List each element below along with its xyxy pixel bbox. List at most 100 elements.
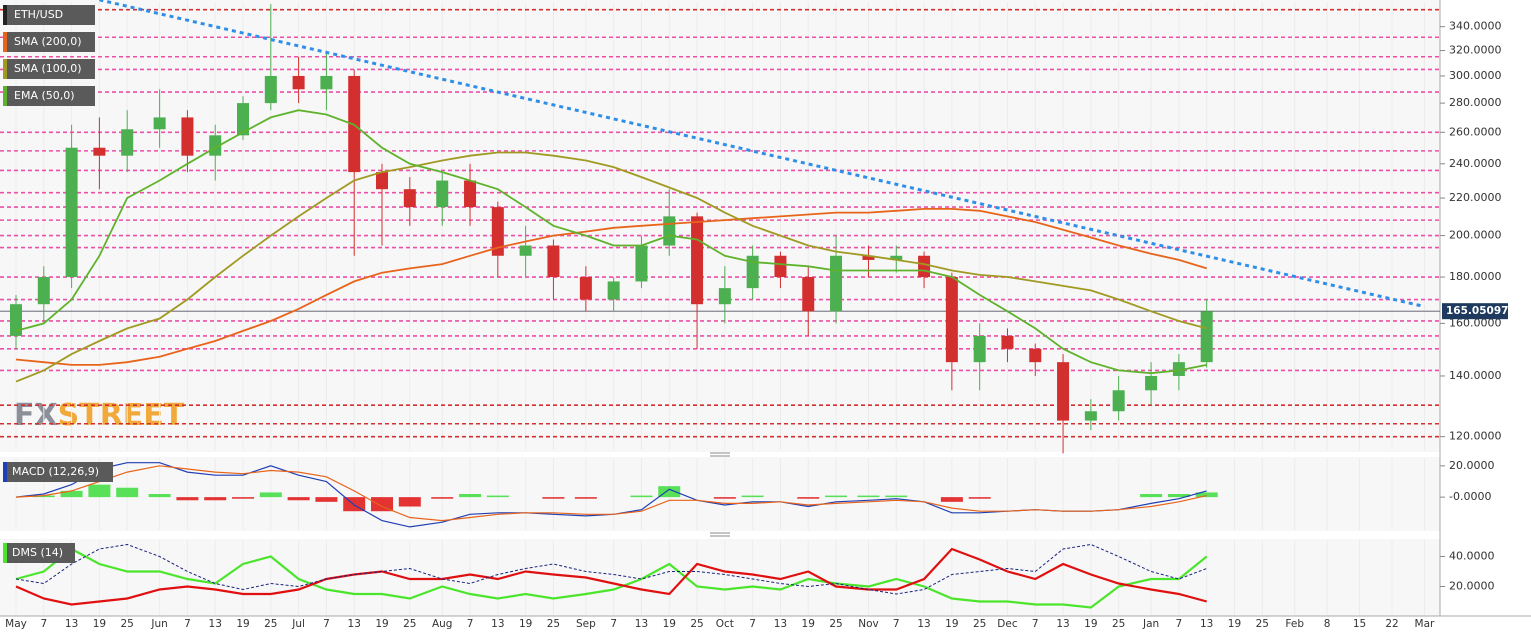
x-tick-label: 25 [1256, 618, 1269, 630]
x-tick-label: 13 [1200, 618, 1213, 630]
candle-body [830, 255, 843, 312]
histogram-bar [713, 497, 736, 499]
x-tick-label: 13 [635, 618, 648, 630]
watermark-fx: FX [14, 398, 58, 433]
legend-label: EMA (50,0) [14, 89, 75, 102]
watermark: FXSTREET [14, 398, 185, 433]
y-tick-label: -0.0000 [1449, 490, 1491, 503]
histogram-bar [60, 490, 83, 498]
x-tick-label: Oct [716, 618, 734, 630]
candle-body [153, 117, 166, 130]
x-tick-label: 8 [1324, 618, 1331, 630]
candle-body [718, 288, 731, 305]
histogram-bar [797, 497, 820, 499]
candle-body [519, 245, 532, 256]
x-tick-label: 25 [121, 618, 134, 630]
histogram-bar [176, 497, 199, 501]
histogram-bar [315, 497, 338, 502]
candle-body [746, 255, 759, 289]
dms-line [15, 547, 1207, 606]
panel-handle [710, 532, 730, 537]
y-tick-label: 120.0000 [1449, 430, 1502, 443]
candle-body [635, 245, 648, 282]
dms-panel [0, 539, 1440, 616]
x-tick-label: 13 [209, 618, 222, 630]
histogram-bar [88, 484, 111, 498]
y-tick-label: 300.0000 [1449, 69, 1502, 82]
histogram-bar [287, 497, 310, 501]
candle-body [890, 255, 903, 260]
x-tick-label: 13 [491, 618, 504, 630]
x-tick-label: 13 [917, 618, 930, 630]
legend-swatch [3, 86, 7, 106]
x-tick-label: 7 [893, 618, 900, 630]
macd-panel [0, 457, 1440, 531]
x-tick-label: Jan [1142, 618, 1159, 630]
x-tick-label: 7 [467, 618, 474, 630]
histogram-bar [885, 495, 908, 498]
x-tick-label: May [5, 618, 27, 630]
histogram-bar [1140, 494, 1163, 498]
legend-box [3, 59, 95, 79]
candle-body [1029, 348, 1042, 363]
x-tick-label: 19 [93, 618, 106, 630]
histogram-bar [630, 495, 653, 498]
candle-body [918, 255, 931, 278]
x-tick-label: 25 [1112, 618, 1125, 630]
x-tick-label: Jun [150, 618, 167, 630]
candle-body [802, 277, 815, 312]
x-tick-label: 7 [1176, 618, 1183, 630]
x-tick-label: 25 [973, 618, 986, 630]
candle-body [1112, 390, 1125, 412]
x-tick-label: 25 [403, 618, 416, 630]
x-tick-label: 7 [1032, 618, 1039, 630]
x-tick-label: 15 [1353, 618, 1366, 630]
histogram-bar [857, 495, 880, 498]
candle-body [292, 75, 305, 90]
legend-box [3, 543, 75, 563]
candle-body [1145, 375, 1158, 391]
watermark-street: STREET [58, 398, 185, 433]
candle-body [10, 304, 22, 336]
legend-swatch [3, 5, 7, 25]
dms-line [15, 547, 1208, 609]
candle-body [376, 172, 389, 190]
ma-line [15, 109, 1207, 375]
candle-body [181, 117, 194, 156]
y-tick-label: 20.0000 [1449, 459, 1495, 472]
candle-body [209, 135, 222, 156]
last-price-box [1442, 303, 1508, 320]
x-tick-label: 7 [749, 618, 756, 630]
legend-swatch [3, 462, 7, 482]
x-tick-label: Mar [1415, 618, 1435, 630]
legend-box [3, 462, 113, 482]
legend-swatch [3, 59, 7, 79]
trend-line [99, 0, 1425, 309]
ma-line [15, 151, 1207, 383]
legend-box [3, 86, 95, 106]
histogram-bar [542, 497, 565, 499]
histogram-bar [371, 497, 394, 512]
histogram-bar [459, 494, 482, 498]
histogram-bar [116, 487, 139, 498]
macd-line [15, 465, 1207, 522]
y-tick-label: 340.0000 [1449, 20, 1502, 33]
x-tick-label: 7 [610, 618, 617, 630]
candle-body [1001, 335, 1014, 349]
x-tick-label: 19 [1084, 618, 1097, 630]
candle-body [37, 277, 50, 305]
x-tick-label: 19 [802, 618, 815, 630]
x-tick-label: 7 [323, 618, 330, 630]
x-tick-label: 25 [829, 618, 842, 630]
x-tick-label: 19 [236, 618, 249, 630]
legend-label: SMA (200,0) [14, 35, 82, 48]
legend-label: SMA (100,0) [14, 62, 82, 75]
candle-body [973, 335, 986, 363]
y-tick-label: 20.0000 [1449, 580, 1495, 593]
candle-body [1084, 411, 1097, 421]
y-tick-label: 240.0000 [1449, 157, 1502, 170]
candle-body [547, 245, 560, 278]
histogram-bar [32, 495, 55, 498]
candle-body [1057, 362, 1070, 421]
histogram-bar [1167, 494, 1190, 498]
